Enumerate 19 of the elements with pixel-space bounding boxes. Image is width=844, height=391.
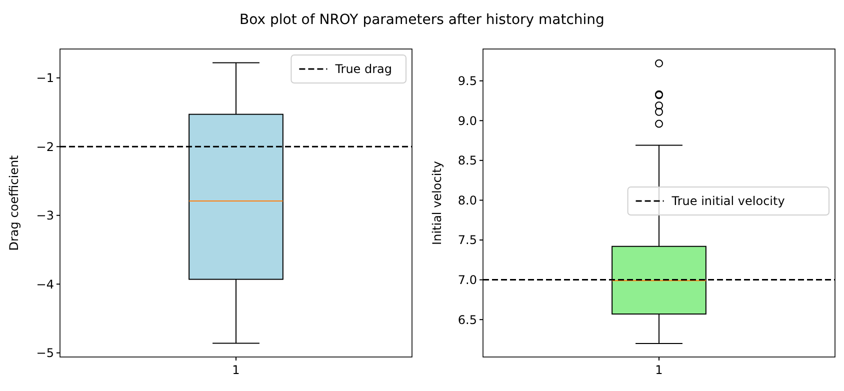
x-tick-label: 1 [232, 363, 240, 377]
y-axis-title: Drag coefficient [7, 154, 21, 251]
y-tick-label: 8.5 [458, 154, 477, 168]
x-tick-label: 1 [655, 363, 663, 377]
y-tick-label: −4 [36, 277, 54, 292]
y-tick-label: −2 [36, 140, 54, 154]
y-tick-label: −3 [36, 208, 54, 223]
y-tick-label: 9.0 [458, 114, 477, 128]
y-tick-label: −1 [36, 71, 54, 86]
y-tick-label: 7.5 [458, 233, 477, 248]
legend-label: True initial velocity [670, 194, 785, 208]
y-axis-title: Initial velocity [430, 161, 444, 245]
y-tick-label: 6.5 [458, 312, 477, 327]
y-tick-label: 8.0 [458, 193, 477, 208]
y-tick-label: 7.0 [458, 273, 477, 287]
y-tick-label: 9.5 [458, 74, 477, 88]
chart-title: Box plot of NROY parameters after history matching [240, 12, 604, 28]
legend-label: True drag [334, 62, 392, 76]
y-tick-label: −5 [36, 346, 54, 360]
